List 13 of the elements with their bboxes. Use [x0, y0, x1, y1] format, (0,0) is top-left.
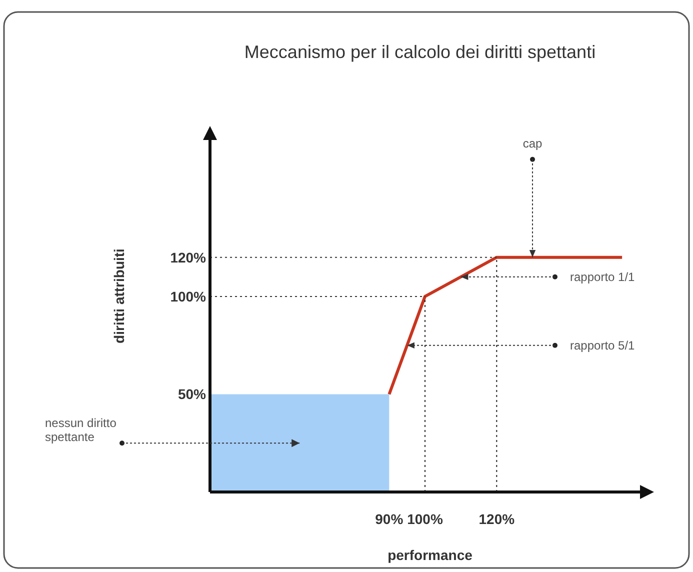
annotation: rapporto 5/1	[570, 338, 636, 352]
x-tick-label: 100%	[407, 511, 444, 527]
x-axis-title: performance	[388, 547, 473, 563]
chart-title: Meccanismo per il calcolo dei diritti spettanti	[244, 42, 596, 62]
y-tick-label: 50%	[178, 386, 207, 402]
x-tick-label: 120%	[478, 511, 516, 527]
text: nessun diritto spettante	[45, 416, 117, 444]
annotation: rapporto 1/1	[570, 270, 636, 284]
y-axis-title: diritti attribuiti	[111, 248, 127, 344]
y-tick-label: 100%	[170, 288, 207, 304]
annotation: cap	[522, 136, 542, 150]
y-tick-label: 120%	[170, 249, 207, 266]
x-tick-label: 90%	[375, 511, 404, 527]
